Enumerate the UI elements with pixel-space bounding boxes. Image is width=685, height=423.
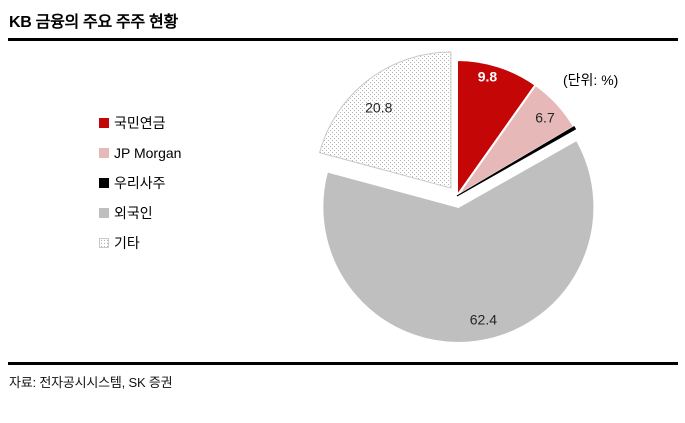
- pie-slice-2: [456, 125, 577, 197]
- legend-label: 우리사주: [114, 175, 166, 191]
- pie-data-label-1: 6.7: [535, 110, 555, 126]
- pie-data-label-4: 20.8: [365, 100, 392, 116]
- legend-item-others: 기타: [99, 228, 181, 258]
- pie-slice-0: [456, 58, 537, 200]
- legend-label: 외국인: [114, 205, 153, 221]
- pie-slice-4: [319, 51, 452, 189]
- legend-swatch-icon: [99, 208, 109, 218]
- legend-swatch-icon: [99, 148, 109, 158]
- legend-label: JP Morgan: [114, 145, 182, 161]
- pie-data-label-3: 62.4: [470, 312, 497, 328]
- legend-swatch-icon: [99, 178, 109, 188]
- legend-swatch-icon: [99, 238, 109, 248]
- legend-item-jp-morgan: JP Morgan: [99, 138, 181, 168]
- legend-label: 기타: [114, 235, 140, 251]
- pie-data-label-0: 9.8: [478, 69, 498, 85]
- legend-item-foreigners: 외국인: [99, 198, 181, 228]
- pie-slice-3: [321, 138, 596, 344]
- legend-item-national-pension: 국민연금: [99, 108, 181, 138]
- legend-item-esop: 우리사주: [99, 168, 181, 198]
- footer-divider: [8, 362, 678, 365]
- legend-label: 국민연금: [114, 115, 166, 131]
- unit-label: (단위: %): [563, 72, 619, 88]
- chart-legend: 국민연금 JP Morgan 우리사주 외국인 기타: [99, 108, 181, 258]
- source-note: 자료: 전자공시시스템, SK 증권: [9, 375, 173, 390]
- page-title: KB 금융의 주요 주주 현황: [9, 14, 178, 31]
- title-divider: [8, 38, 678, 41]
- legend-swatch-icon: [99, 118, 109, 128]
